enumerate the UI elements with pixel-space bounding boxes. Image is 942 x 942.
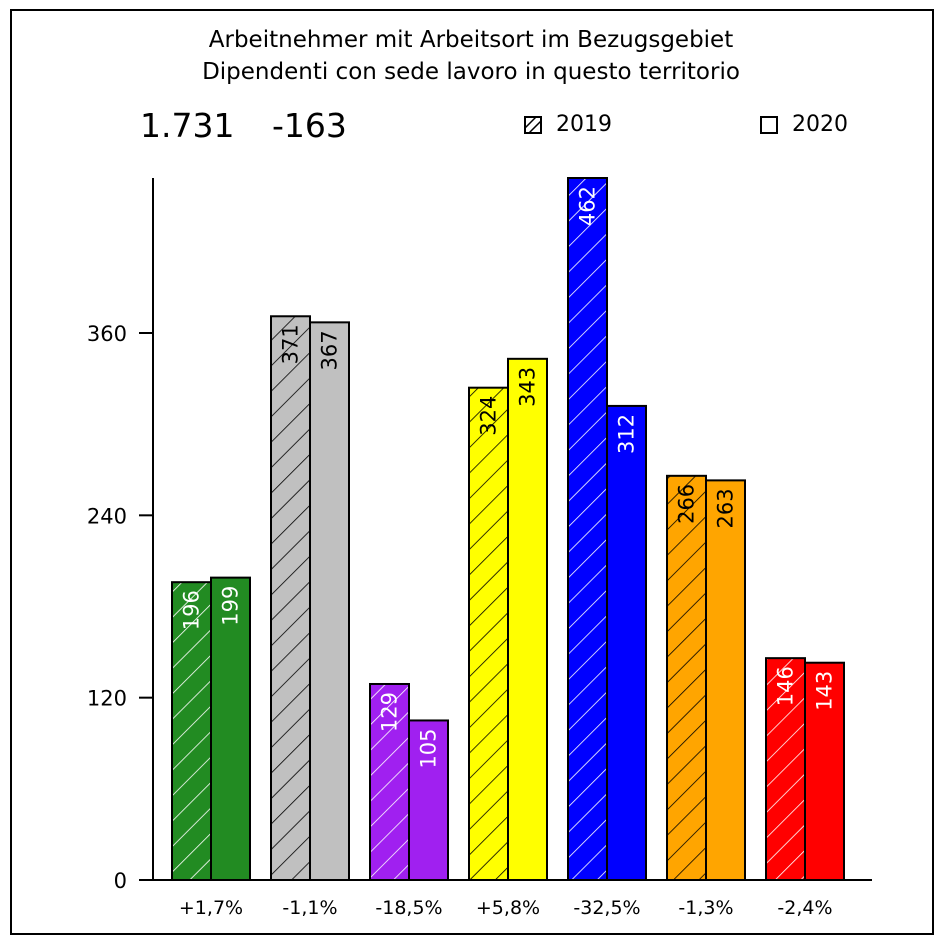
x-tick-label: -18,5% xyxy=(375,897,442,919)
legend-item-2020: 2020 xyxy=(760,111,848,139)
x-tick-label: +5,8% xyxy=(476,897,540,919)
x-tick-label: -2,4% xyxy=(777,897,832,919)
chart-title-line1: Arbeitnehmer mit Arbeitsort im Bezugsgeb… xyxy=(208,27,734,53)
data-label-2019-2: 129 xyxy=(378,692,402,732)
bar-2019-2 xyxy=(369,682,410,881)
bar-2020-0 xyxy=(210,576,251,881)
bar-2019-3 xyxy=(468,386,509,881)
x-tick-label: -1,1% xyxy=(282,897,337,919)
data-label-2020-1: 367 xyxy=(318,330,342,370)
legend-label-2019: 2019 xyxy=(556,112,612,137)
x-tick-label: -1,3% xyxy=(678,897,733,919)
x-tick-label: +1,7% xyxy=(179,897,243,919)
data-label-2019-4: 462 xyxy=(576,186,600,226)
x-tick-label: -32,5% xyxy=(573,897,640,919)
legend-item-2019: 2019 xyxy=(524,111,612,139)
data-label-2019-1: 371 xyxy=(279,324,303,364)
y-tick-label: 360 xyxy=(87,322,127,346)
bar-2020-2 xyxy=(408,719,449,881)
legend-label-2020: 2020 xyxy=(792,112,848,137)
data-label-2019-3: 324 xyxy=(477,396,501,436)
bar-2019-5 xyxy=(666,474,707,881)
data-label-2020-0: 199 xyxy=(219,586,243,626)
data-label-2020-3: 343 xyxy=(516,367,540,407)
data-label-2020-4: 312 xyxy=(615,414,639,454)
y-tick-label: 120 xyxy=(87,687,127,711)
bar-2020-5 xyxy=(705,479,746,881)
total-change: -163 xyxy=(272,106,347,145)
chart-title-line2: Dipendenti con sede lavoro in questo ter… xyxy=(202,59,740,85)
data-label-2019-5: 266 xyxy=(675,484,699,524)
bar-2019-0 xyxy=(171,581,212,881)
bar-2019-1 xyxy=(270,315,311,882)
bar-2019-4 xyxy=(567,177,608,881)
legend-hatched-swatch-icon xyxy=(524,116,542,134)
bar-2019-6 xyxy=(765,657,806,881)
legend-solid-swatch-icon xyxy=(760,116,778,134)
bar-2020-6 xyxy=(804,661,845,882)
data-label-2019-6: 146 xyxy=(774,666,798,706)
data-label-2019-0: 196 xyxy=(180,590,204,630)
data-label-2020-6: 143 xyxy=(813,671,837,711)
total-value: 1.731 xyxy=(140,106,235,145)
y-tick-label: 0 xyxy=(114,869,127,893)
bar-2020-3 xyxy=(507,357,548,881)
data-label-2020-2: 105 xyxy=(417,728,441,768)
bar-2020-4 xyxy=(606,404,647,881)
y-tick-label: 240 xyxy=(87,504,127,528)
bar-2020-1 xyxy=(309,321,350,881)
data-label-2020-5: 263 xyxy=(714,488,738,528)
